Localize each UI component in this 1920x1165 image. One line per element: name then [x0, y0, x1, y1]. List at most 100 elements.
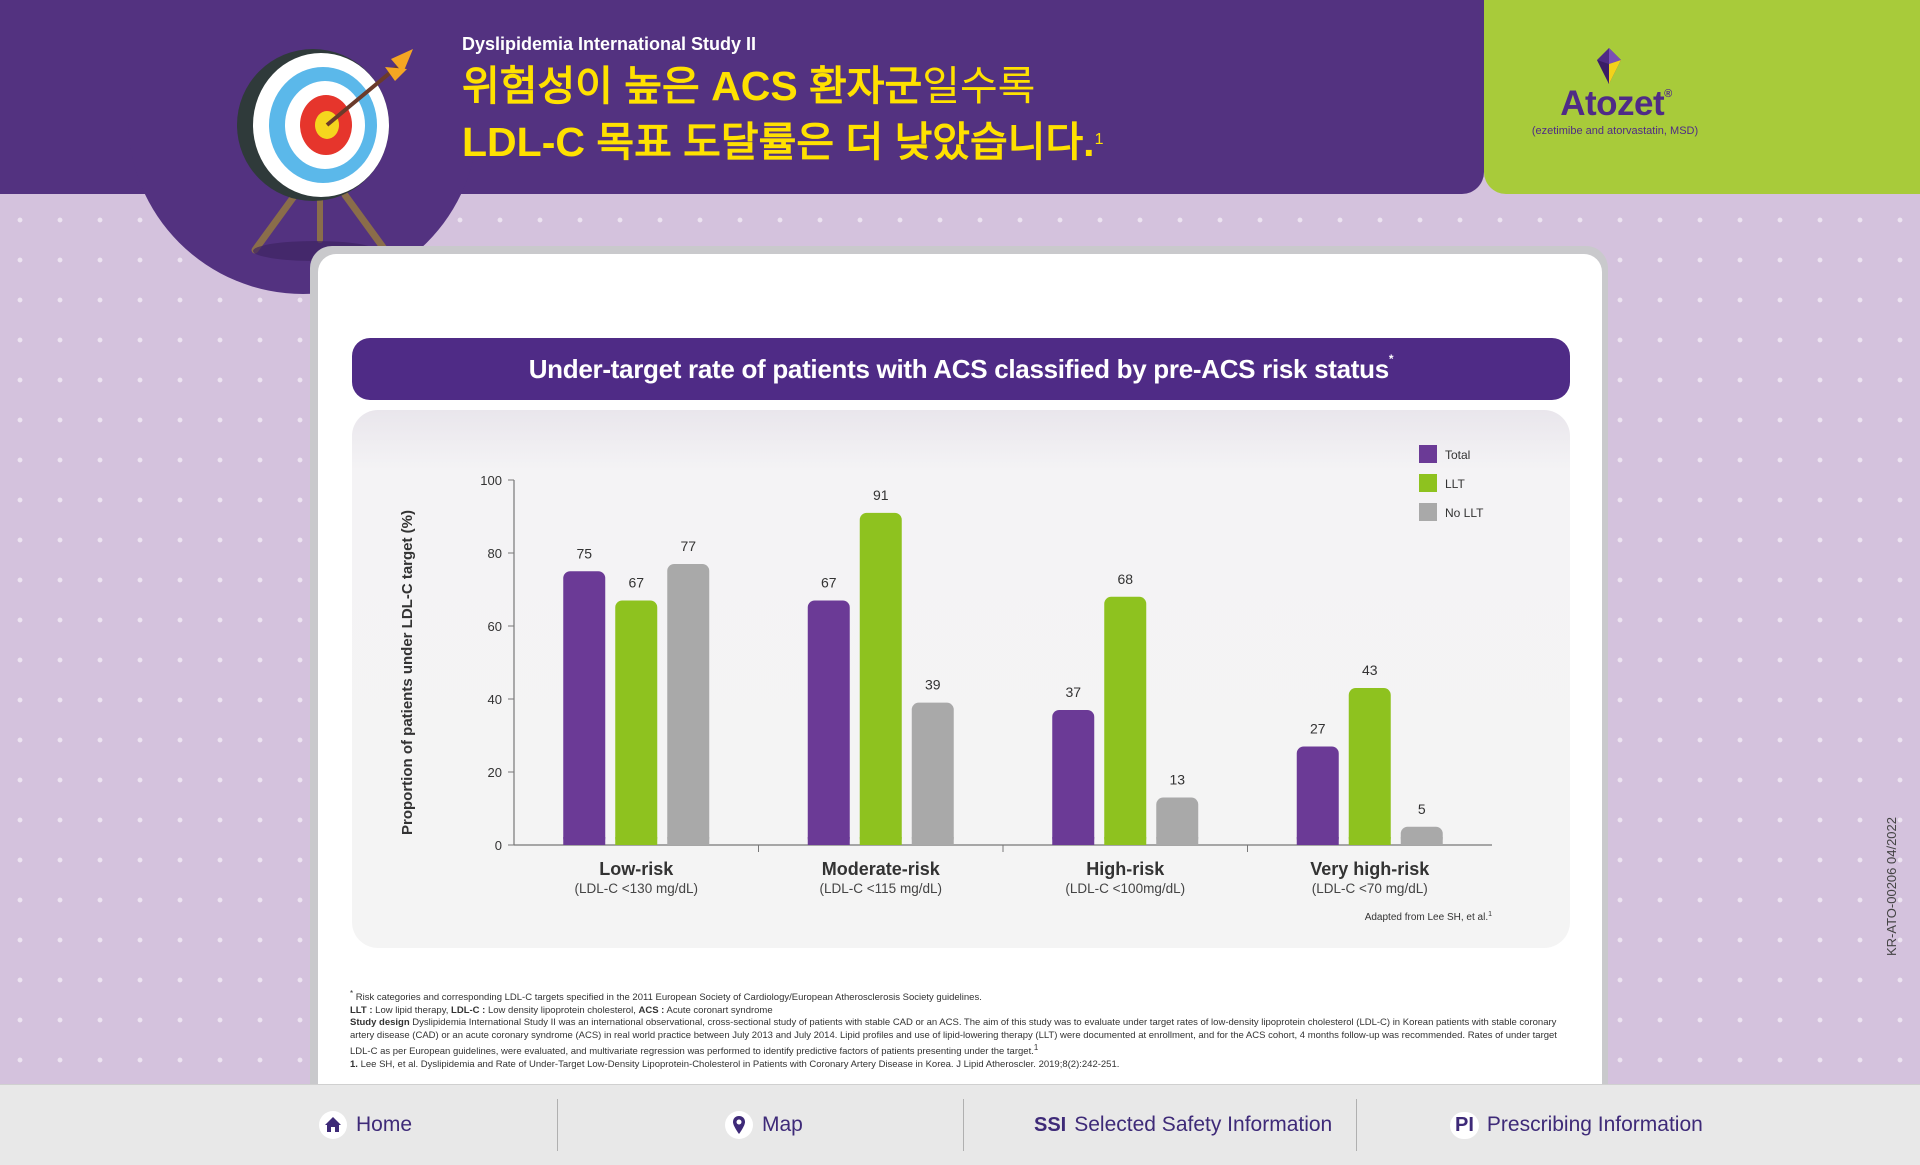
reference-text: Lee SH, et al. Dyslipidemia and Rate of …: [360, 1058, 1120, 1070]
bar-value-label: 91: [873, 487, 889, 503]
brand-subtitle: (ezetimibe and atorvastatin, MSD): [1531, 125, 1699, 137]
study-design-term: Study design: [350, 1017, 410, 1029]
nav-pi-abbr: PI: [1450, 1111, 1479, 1139]
bar-llt: [1348, 688, 1391, 845]
nav-home-label: Home: [356, 1113, 413, 1136]
y-tick-label: 100: [480, 473, 502, 488]
nav-map-label: Map: [762, 1113, 803, 1136]
nav-divider: [557, 1099, 558, 1151]
bar-value-label: 67: [628, 574, 644, 590]
category-sublabel: (LDL-C <70 mg/dL): [1312, 881, 1428, 896]
map-pin-icon: [725, 1111, 753, 1139]
footnotes: * Risk categories and corresponding LDL-…: [350, 988, 1575, 1071]
abbr-ldlc-def: Low density lipoprotein cholesterol,: [487, 1004, 636, 1016]
headline-ref: 1: [1094, 131, 1104, 148]
bar-llt: [615, 600, 658, 845]
y-tick-label: 60: [488, 619, 502, 634]
brand-name: Atozet: [1560, 84, 1665, 123]
category-sublabel: (LDL-C <130 mg/dL): [575, 881, 698, 896]
study-design-ref: 1: [1033, 1043, 1039, 1053]
chart-area: [352, 410, 1570, 948]
nav-pi-button[interactable]: PI Prescribing Information: [1450, 1085, 1703, 1165]
abbr-ldlc-term: LDL-C :: [451, 1004, 486, 1016]
footnote-study-design: Study design Dyslipidemia International …: [350, 1017, 1575, 1059]
legend-swatch: [1419, 445, 1437, 463]
home-icon: [319, 1111, 347, 1139]
chart-title-bar: Under-target rate of patients with ACS c…: [352, 338, 1570, 400]
bar-total: [1052, 709, 1095, 845]
bar-no-llt: [1156, 797, 1199, 845]
bar-value-label: 13: [1169, 772, 1185, 788]
abbr-llt-term: LLT :: [350, 1004, 373, 1016]
nav-ssi-button[interactable]: SSI Selected Safety Information: [1034, 1085, 1332, 1165]
bar-value-label: 75: [576, 545, 592, 561]
bar-base: [563, 837, 606, 845]
category-label: Low-risk: [599, 859, 674, 879]
chart-title: Under-target rate of patients with ACS c…: [528, 354, 1390, 384]
category-label: Moderate-risk: [822, 859, 941, 879]
chart-legend: Total LLT No LLT: [1419, 445, 1484, 521]
bar-base: [667, 837, 710, 845]
footnote-reference: 1. Lee SH, et al. Dyslipidemia and Rate …: [350, 1059, 1575, 1072]
nav-ssi-label: Selected Safety Information: [1074, 1113, 1333, 1136]
abbr-acs-def: Acute coronart syndrome: [666, 1004, 773, 1016]
bar-no-llt: [911, 702, 954, 845]
document-code: KR-ATO-00206 04/2022: [1884, 817, 1899, 956]
bar-value-label: 27: [1310, 720, 1326, 736]
bar-base: [615, 837, 658, 845]
legend-swatch: [1419, 503, 1437, 521]
bar-base: [859, 837, 902, 845]
bar-value-label: 67: [821, 574, 837, 590]
bar-value-label: 39: [925, 677, 941, 693]
bar-value-label: 77: [680, 538, 696, 554]
bar-value-label: 37: [1065, 684, 1081, 700]
brand-registered: ®: [1664, 88, 1672, 100]
bar-base: [1104, 837, 1147, 845]
bar-total: [563, 571, 606, 845]
category-label: High-risk: [1086, 859, 1165, 879]
study-label: Dyslipidemia International Study II: [462, 34, 757, 54]
chart-title-mark: *: [1388, 352, 1394, 366]
legend-label: No LLT: [1445, 506, 1484, 520]
abbr-llt-def: Low lipid therapy,: [375, 1004, 449, 1016]
nav-divider: [963, 1099, 964, 1151]
legend-label: Total: [1445, 448, 1470, 462]
source-note: Adapted from Lee SH, et al.1: [1365, 911, 1492, 923]
brand-logo[interactable]: Atozet®: [1536, 84, 1696, 124]
bar-no-llt: [667, 563, 710, 845]
study-design-text: Dyslipidemia International Study II was …: [350, 1017, 1557, 1058]
footnote-asterisk: * Risk categories and corresponding LDL-…: [350, 989, 982, 1004]
headline-line2: LDL-C 목표 도달률은 더 낮았습니다.: [462, 119, 1095, 165]
bar-base: [807, 837, 850, 845]
y-tick-label: 80: [488, 546, 502, 561]
nav-map-button[interactable]: Map: [724, 1085, 803, 1165]
footnote-asterisk-text: Risk categories and corresponding LDL-C …: [355, 992, 982, 1004]
brand-gem-icon: [1597, 48, 1621, 84]
chart-labels: 75 67 77 Low-risk (LDL-C <130 mg/dL) 67 91 39 Mo…: [575, 487, 1431, 896]
bar-base: [1156, 837, 1199, 845]
bar-llt: [1104, 596, 1147, 845]
abbr-acs-term: ACS :: [638, 1004, 665, 1016]
nav-pi-label: Prescribing Information: [1486, 1113, 1703, 1136]
headline-line1-light: 일수록: [922, 63, 1036, 109]
bar-total: [807, 600, 850, 845]
source-note-ref: 1: [1488, 911, 1492, 918]
bar-base: [1348, 837, 1391, 845]
legend-label: LLT: [1445, 477, 1465, 491]
nav-divider: [1356, 1099, 1357, 1151]
headline-line1-bold: 위험성이 높은 ACS 환자군: [462, 63, 923, 109]
bar-value-label: 68: [1117, 571, 1133, 587]
y-tick-label: 40: [488, 692, 502, 707]
category-sublabel: (LDL-C <115 mg/dL): [820, 881, 942, 896]
bar-chart: 0 20 40 60 80 100 75 67 77 Low-risk (LDL-C <130 m…: [399, 445, 1492, 923]
bar-base: [1400, 837, 1443, 845]
bar-base: [1296, 837, 1339, 845]
footnote-abbreviations: LLT : Low lipid therapy, LDL-C : Low den…: [350, 1005, 1575, 1018]
bottom-navigation: Home Map SSI Selected Safety Information…: [0, 1084, 1920, 1165]
nav-home-button[interactable]: Home: [318, 1085, 412, 1165]
brand-panel: [1484, 0, 1920, 194]
bar-total: [1296, 746, 1339, 845]
category-label: Very high-risk: [1310, 859, 1430, 879]
bar-value-label: 43: [1362, 662, 1378, 678]
target-icon: [237, 49, 413, 261]
